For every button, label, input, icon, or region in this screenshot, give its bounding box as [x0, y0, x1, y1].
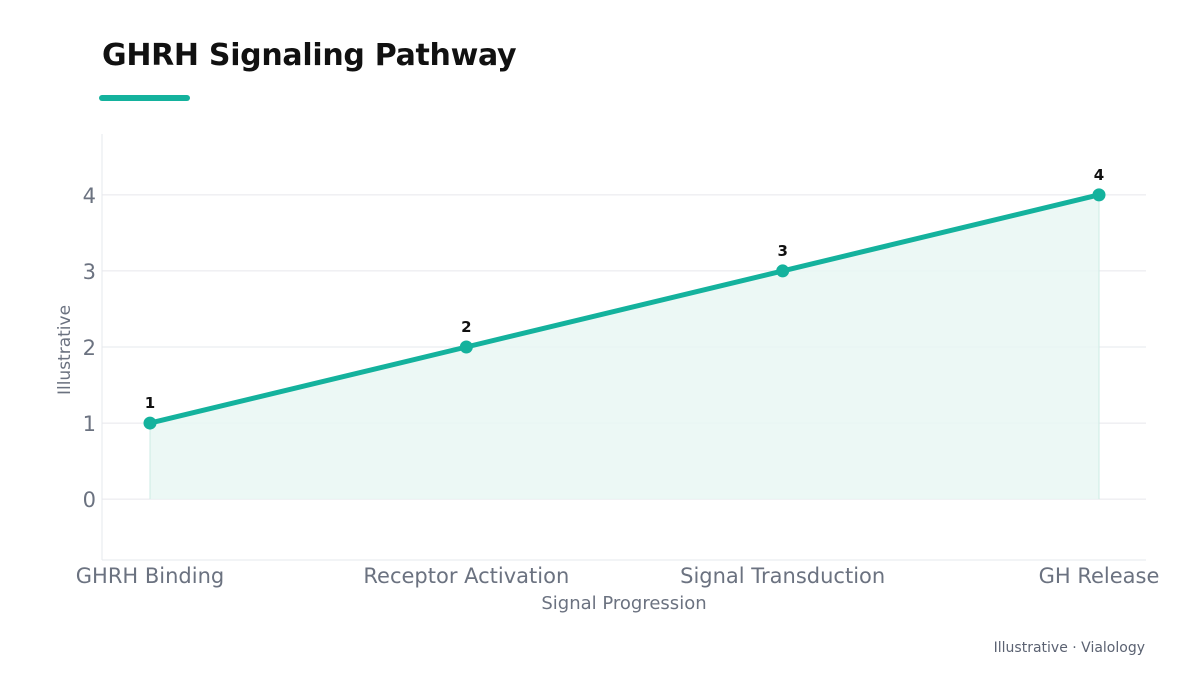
y-tick-label: 0: [83, 488, 96, 512]
x-tick-label: Signal Transduction: [680, 564, 885, 588]
y-axis-title: Illustrative: [55, 305, 75, 395]
y-tick-label: 3: [83, 260, 96, 284]
data-point: [776, 264, 789, 277]
data-label: 2: [461, 318, 471, 336]
x-tick-label: Receptor Activation: [363, 564, 569, 588]
data-label: 1: [145, 394, 155, 412]
y-tick-labels: 0 1 2 3 4: [83, 184, 96, 512]
data-point: [460, 341, 473, 354]
y-tick-label: 2: [83, 336, 96, 360]
x-tick-label: GH Release: [1039, 564, 1160, 588]
data-label: 4: [1094, 166, 1104, 184]
x-tick-labels: GHRH Binding Receptor Activation Signal Tr…: [76, 564, 1160, 588]
data-label: 3: [777, 242, 787, 260]
x-axis-title: Signal Progression: [541, 593, 706, 614]
y-tick-label: 1: [83, 412, 96, 436]
y-tick-label: 4: [83, 184, 96, 208]
footer-caption: Illustrative · Vialology: [994, 640, 1145, 656]
data-point: [144, 417, 157, 430]
x-tick-label: GHRH Binding: [76, 564, 224, 588]
data-point: [1093, 188, 1106, 201]
